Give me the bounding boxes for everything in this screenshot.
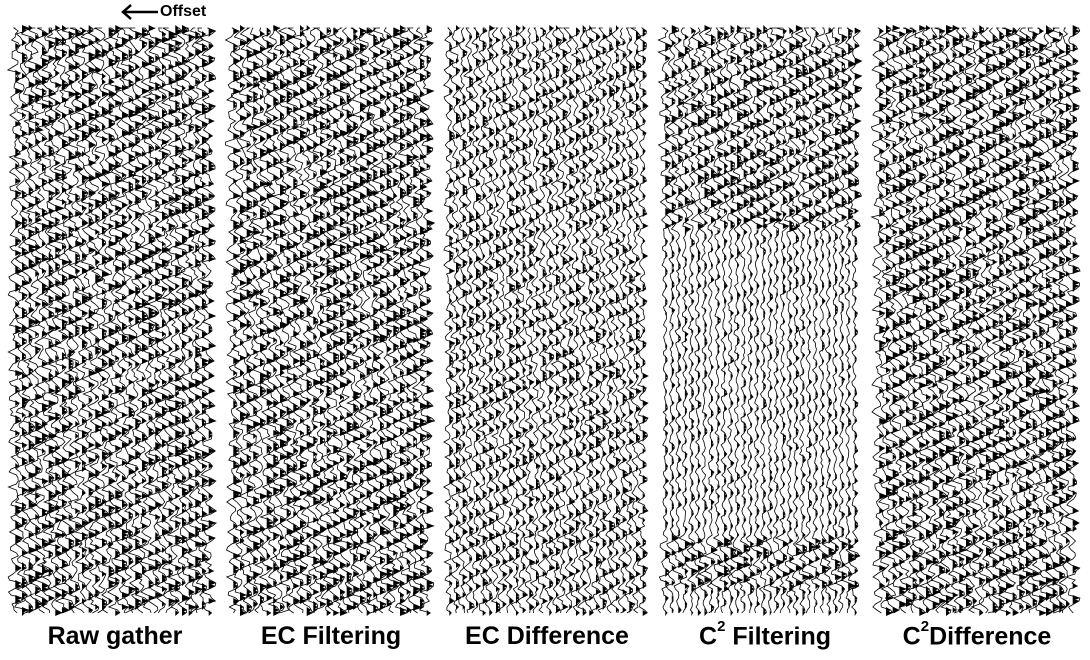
variable-area-fill [879,25,1081,616]
label-ec-difference: EC Difference [465,622,629,650]
variable-area-fill [233,25,435,616]
trace-panel-1 [6,25,218,616]
label-c2-filtering: C2 Filtering [699,618,831,651]
variable-area-fill [665,25,862,616]
offset-label: Offset [160,3,207,20]
label-raw-gather: Raw gather [47,622,183,650]
variable-area-fill [15,25,217,616]
trace-panel-4 [657,25,863,616]
label-c2-difference: C2Difference [902,618,1052,651]
label-ec-filtering: EC Filtering [260,622,402,650]
variable-area-fill [449,25,648,616]
trace-panel-5 [870,25,1081,616]
trace-panel-2 [224,25,436,616]
offset-arrow-icon [121,4,158,20]
trace-panel-3 [442,25,649,616]
